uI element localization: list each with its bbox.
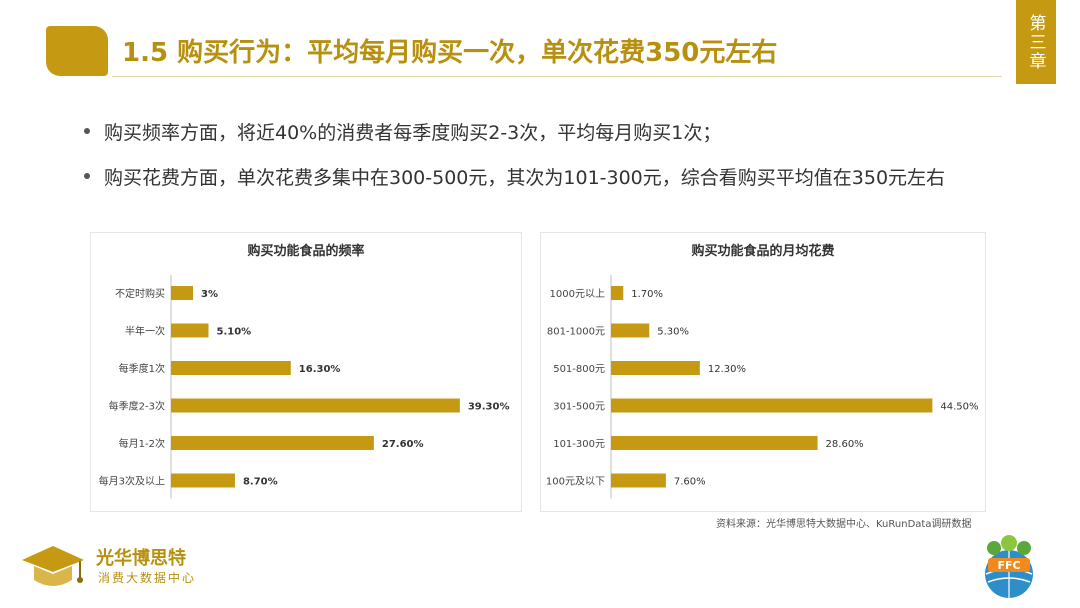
value-label: 27.60% <box>382 439 424 450</box>
category-label: 801-1000元 <box>547 327 605 338</box>
chart-title: 购买功能食品的频率 <box>247 243 364 259</box>
bar-2 <box>171 361 291 375</box>
value-label: 1.70% <box>631 289 663 300</box>
value-label: 16.30% <box>299 364 341 375</box>
bar-2 <box>611 361 700 375</box>
spending-chart-panel: 购买功能食品的月均花费 1000元以上 1.70% 801-1000元 5.30% 501… <box>540 232 986 512</box>
bar-5 <box>171 473 235 488</box>
source-note: 资料来源：光华博思特大数据中心、KuRunData调研数据 <box>716 519 972 530</box>
value-label: 8.70% <box>243 477 278 488</box>
bullet-spending: 购买花费方面，单次花费多集中在300-500元，其次为101-300元，综合看购… <box>84 163 945 190</box>
value-label: 44.50% <box>940 402 978 413</box>
value-label: 3% <box>201 289 218 300</box>
category-label: 100元及以下 <box>546 476 605 488</box>
ffc-logo-text: FFC <box>997 559 1020 572</box>
bar-0 <box>171 286 194 300</box>
graduation-cap-icon <box>22 546 84 586</box>
value-label: 39.30% <box>468 402 510 413</box>
ffc-globe-icon: FFC <box>985 535 1033 598</box>
title-divider <box>112 76 1002 77</box>
bar-3 <box>171 398 460 413</box>
value-label: 5.30% <box>657 327 689 338</box>
category-label: 1000元以上 <box>550 288 605 300</box>
chapter-tag: 第三章 <box>1016 0 1056 84</box>
bar-4 <box>611 436 818 450</box>
logo-subtitle: 消费大数据中心 <box>98 571 197 585</box>
bar-1 <box>611 323 650 338</box>
value-label: 12.30% <box>708 364 746 375</box>
category-label: 101-300元 <box>553 439 605 450</box>
bar-3 <box>611 398 933 413</box>
chart-title: 购买功能食品的月均花费 <box>691 243 834 259</box>
ffc-logo: FFC <box>976 534 1042 600</box>
value-label: 7.60% <box>674 477 706 488</box>
bar-1 <box>171 323 209 338</box>
bullet-frequency: 购买频率方面，将近40%的消费者每季度购买2-3次，平均每月购买1次； <box>84 118 945 145</box>
value-label: 28.60% <box>826 439 864 450</box>
bar-0 <box>611 286 624 300</box>
page-title: 1.5 购买行为：平均每月购买一次，单次花费350元左右 <box>122 38 778 68</box>
frequency-chart-panel: 购买功能食品的频率不定时购买 3% 半年一次 5.10% 每季度1次 16.30% 每季度2… <box>90 232 522 512</box>
category-label: 301-500元 <box>553 402 605 413</box>
category-label: 501-800元 <box>553 364 605 375</box>
category-label: 不定时购买 <box>115 287 165 300</box>
bar-4 <box>171 436 374 450</box>
bar-5 <box>611 473 666 488</box>
bullet-list: 购买频率方面，将近40%的消费者每季度购买2-3次，平均每月购买1次； 购买花费… <box>84 118 945 208</box>
value-label: 5.10% <box>216 327 251 338</box>
category-label: 每月3次及以上 <box>99 475 165 488</box>
category-label: 每季度1次 <box>119 362 165 375</box>
category-label: 每月1-2次 <box>119 437 165 450</box>
title-accent-block <box>46 26 108 76</box>
spending-chart: 购买功能食品的月均花费 1000元以上 1.70% 801-1000元 5.30% 501… <box>546 243 979 499</box>
logo-name: 光华博思特 <box>96 548 186 569</box>
guanghua-logo: 光华博思特 消费大数据中心 <box>14 538 214 598</box>
category-label: 每季度2-3次 <box>109 400 165 413</box>
category-label: 半年一次 <box>125 325 165 338</box>
